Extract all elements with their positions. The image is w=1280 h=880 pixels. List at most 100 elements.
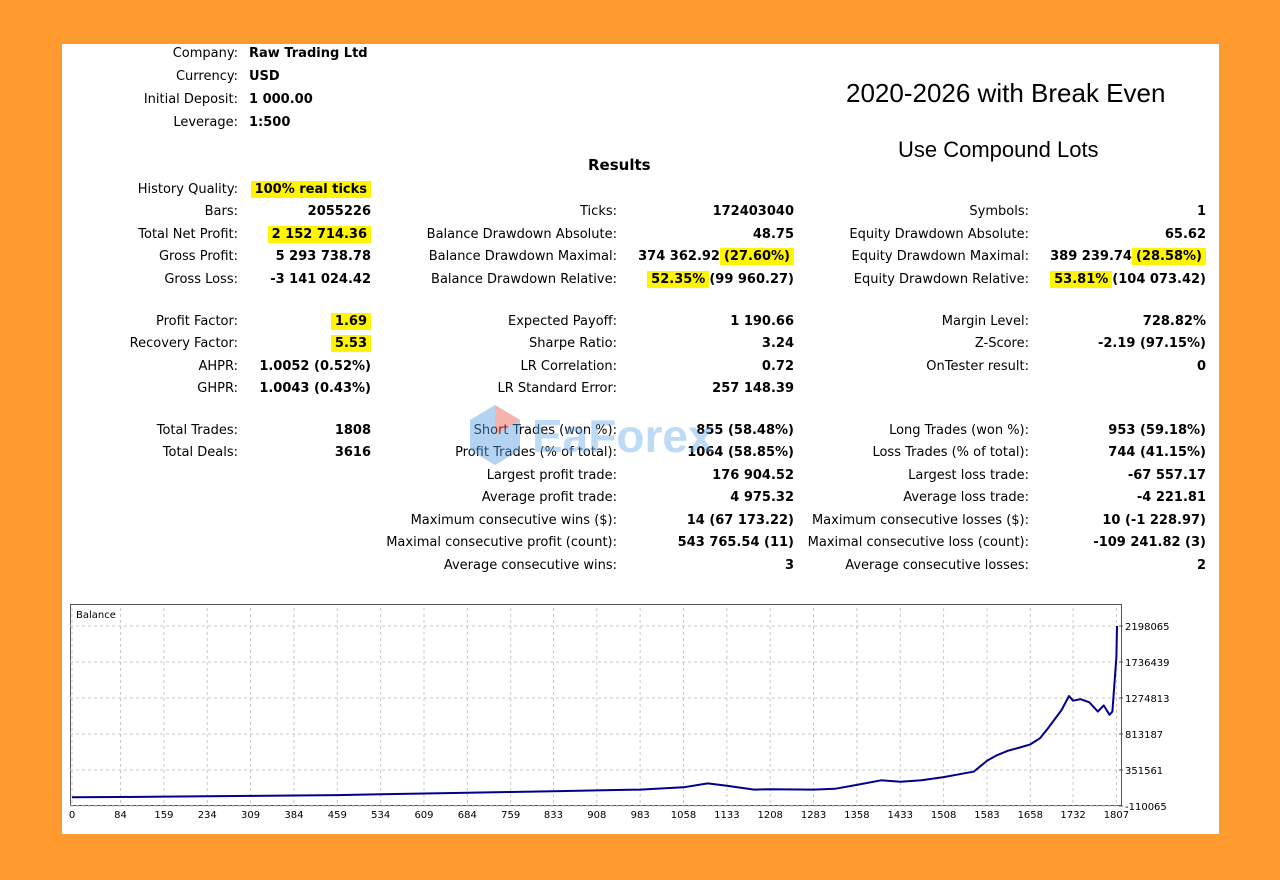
x-tick-label: 1508 xyxy=(931,810,956,821)
right-stat-value-value: 953 (59.18%) xyxy=(1108,423,1206,438)
left-stat-value-value: 1.0052 (0.52%) xyxy=(259,359,371,374)
mid-stat-label: Maximal consecutive profit (count): xyxy=(386,535,617,550)
watermark-logo-icon xyxy=(470,405,520,465)
left-stat-value-value: 1.69 xyxy=(330,313,371,330)
y-tick-label: 1274813 xyxy=(1125,694,1170,705)
mid-stat-value: 172403040 xyxy=(713,203,794,221)
right-stat-label: Loss Trades (% of total): xyxy=(872,445,1029,460)
left-stat-label: Gross Loss: xyxy=(164,272,238,287)
mid-stat-value: 4 975.32 xyxy=(730,489,794,507)
mid-stat-label: Balance Drawdown Maximal: xyxy=(428,249,617,264)
left-stat-value-value: 5.53 xyxy=(330,335,371,352)
left-stat-label: Total Trades: xyxy=(156,423,238,438)
mid-stat-value-value: 3 xyxy=(784,558,794,573)
y-tick-label: 813187 xyxy=(1125,730,1163,741)
x-tick-label: 609 xyxy=(414,810,433,821)
mid-stat-value: 14 (67 173.22) xyxy=(687,512,794,530)
mid-stat-label: Balance Drawdown Absolute: xyxy=(426,227,617,242)
left-stat-value: 3616 xyxy=(335,444,371,462)
right-stat-label: Average consecutive losses: xyxy=(845,558,1029,573)
left-stat-value: 2 152 714.36 xyxy=(267,226,371,244)
right-stat-value-value: -4 221.81 xyxy=(1136,490,1206,505)
left-stat-value: -3 141 024.42 xyxy=(270,271,371,289)
header-company-value: Raw Trading Ltd xyxy=(249,46,368,61)
left-stat-label: Profit Factor: xyxy=(156,314,238,329)
header-deposit-value: 1 000.00 xyxy=(249,92,313,107)
left-stat-label: Gross Profit: xyxy=(158,249,238,264)
x-tick-label: 908 xyxy=(587,810,606,821)
right-stat-value-value: -67 557.17 xyxy=(1127,468,1206,483)
left-stat-value-value: 5 293 738.78 xyxy=(275,249,371,264)
left-stat-label: AHPR: xyxy=(198,359,238,374)
mid-stat-value-value: 3.24 xyxy=(761,336,794,351)
left-stat-value-value: 1808 xyxy=(334,423,371,438)
x-tick-label: 1208 xyxy=(757,810,782,821)
mid-stat-label: Expected Payoff: xyxy=(508,314,617,329)
right-stat-value: -2.19 (97.15%) xyxy=(1098,335,1206,353)
left-stat-label: Total Deals: xyxy=(162,445,238,460)
right-stat-label: Maximal consecutive loss (count): xyxy=(807,535,1029,550)
mid-stat-label: Short Trades (won %): xyxy=(473,423,617,438)
right-stat-value: 1 xyxy=(1197,203,1206,221)
right-stat-value-value-hl: 53.81% xyxy=(1050,271,1113,288)
right-stat-value-value: -2.19 (97.15%) xyxy=(1097,336,1206,351)
results-heading: Results xyxy=(588,156,651,174)
mid-stat-label: Largest profit trade: xyxy=(486,468,617,483)
right-stat-value: 2 xyxy=(1197,557,1206,575)
eaforex-watermark: EaForex xyxy=(470,405,714,465)
right-stat-label: Largest loss trade: xyxy=(908,468,1029,483)
right-stat-value-value: 65.62 xyxy=(1164,227,1206,242)
right-stat-value-value-hl: (28.58%) xyxy=(1131,248,1206,265)
x-tick-label: 84 xyxy=(114,810,127,821)
right-stat-value: -4 221.81 xyxy=(1137,489,1206,507)
y-tick-label: 2198065 xyxy=(1125,622,1170,633)
right-stat-value: 744 (41.15%) xyxy=(1108,444,1206,462)
mid-stat-value-value: 176 904.52 xyxy=(712,468,794,483)
mid-stat-value: 3 xyxy=(785,557,794,575)
right-stat-value: -109 241.82 (3) xyxy=(1093,534,1206,552)
mid-stat-value-value: 172403040 xyxy=(712,204,794,219)
right-stat-value: -67 557.17 xyxy=(1128,467,1206,485)
right-stat-value: 0 xyxy=(1197,358,1206,376)
mid-stat-label: Ticks: xyxy=(580,204,617,219)
left-stat-value-value: 100% real ticks xyxy=(250,181,371,198)
x-tick-label: 309 xyxy=(241,810,260,821)
mid-stat-label: Maximum consecutive wins ($): xyxy=(410,513,617,528)
mid-stat-value: 374 362.92 (27.60%) xyxy=(638,248,794,266)
balance-chart-frame xyxy=(70,604,1122,806)
mid-stat-label: Profit Trades (% of total): xyxy=(455,445,617,460)
x-tick-label: 1058 xyxy=(671,810,696,821)
mid-stat-value: 855 (58.48%) xyxy=(696,422,794,440)
annotation-subtitle: Use Compound Lots xyxy=(898,137,1099,162)
header-company-label: Company: xyxy=(172,46,238,61)
right-stat-label: Equity Drawdown Absolute: xyxy=(849,227,1029,242)
mid-stat-value-value: 257 148.39 xyxy=(712,381,794,396)
left-stat-value: 1.69 xyxy=(330,313,371,331)
y-tick-label: 1736439 xyxy=(1125,658,1170,669)
mid-stat-label: Balance Drawdown Relative: xyxy=(431,272,617,287)
x-tick-label: 684 xyxy=(458,810,477,821)
watermark-text: EaForex xyxy=(532,410,714,462)
left-stat-label: History Quality: xyxy=(137,182,238,197)
right-stat-label: OnTester result: xyxy=(926,359,1029,374)
x-tick-label: 983 xyxy=(631,810,650,821)
right-stat-value-value: 389 239.74 xyxy=(1050,249,1132,264)
left-stat-value-value: 2 152 714.36 xyxy=(267,226,371,243)
left-stat-value-value: 3616 xyxy=(334,445,371,460)
x-tick-label: 459 xyxy=(328,810,347,821)
mid-stat-value: 1 190.66 xyxy=(730,313,794,331)
mid-stat-value: 1064 (58.85%) xyxy=(687,444,794,462)
right-stat-label: Equity Drawdown Maximal: xyxy=(851,249,1029,264)
mid-stat-value-value-hl: 52.35% xyxy=(647,271,710,288)
right-stat-label: Average loss trade: xyxy=(903,490,1029,505)
right-stat-value-value: 744 (41.15%) xyxy=(1108,445,1206,460)
right-stat-value: 953 (59.18%) xyxy=(1108,422,1206,440)
header-deposit-label: Initial Deposit: xyxy=(143,92,238,107)
right-stat-value-value: (104 073.42) xyxy=(1112,272,1206,287)
chart-title: Balance xyxy=(76,610,116,621)
mid-stat-label: LR Standard Error: xyxy=(497,381,617,396)
right-stat-label: Symbols: xyxy=(969,204,1029,219)
right-stat-label: Long Trades (won %): xyxy=(889,423,1029,438)
mid-stat-value: 48.75 xyxy=(753,226,794,244)
left-stat-value: 1808 xyxy=(335,422,371,440)
